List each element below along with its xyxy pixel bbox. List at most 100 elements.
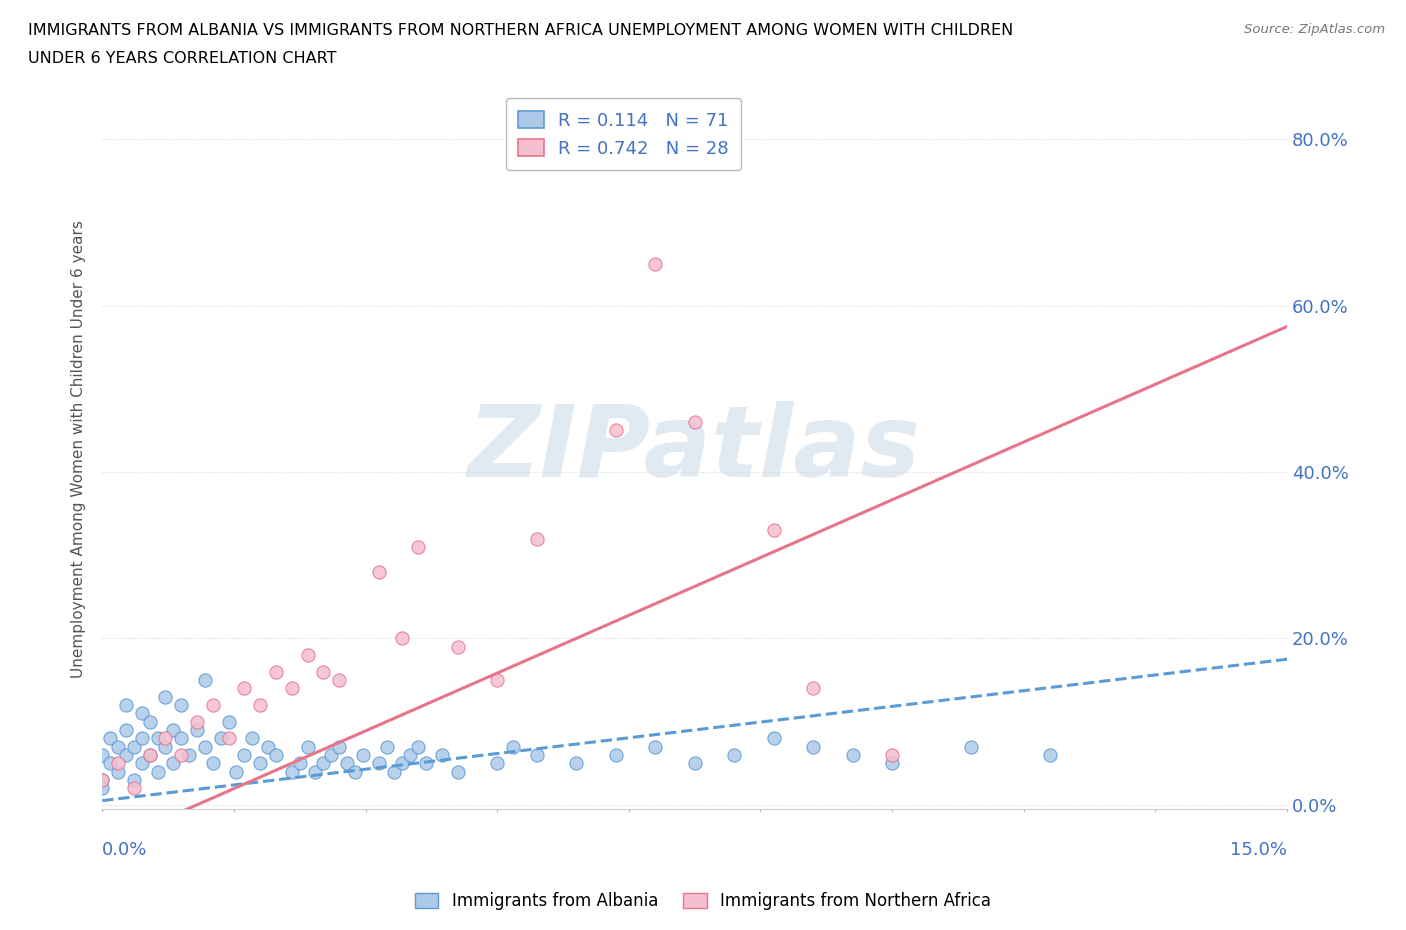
Point — [257, 739, 280, 754]
Point — [605, 423, 627, 438]
Point — [1039, 748, 1062, 763]
Point — [486, 756, 509, 771]
Point — [391, 631, 413, 645]
Point — [194, 672, 217, 687]
Point — [882, 756, 904, 771]
Point — [98, 756, 121, 771]
Point — [297, 647, 319, 662]
Point — [565, 756, 588, 771]
Point — [91, 773, 114, 788]
Point — [723, 748, 745, 763]
Point — [194, 739, 217, 754]
Point — [415, 756, 437, 771]
Point — [115, 748, 138, 763]
Point — [155, 689, 177, 704]
Point — [201, 756, 224, 771]
Point — [131, 756, 153, 771]
Point — [155, 739, 177, 754]
Point — [146, 731, 169, 746]
Point — [486, 672, 509, 687]
Point — [367, 565, 389, 579]
Point — [122, 739, 145, 754]
Point — [406, 539, 429, 554]
Point — [107, 756, 129, 771]
Point — [281, 681, 304, 696]
Point — [209, 731, 232, 746]
Point — [312, 664, 335, 679]
Point — [138, 748, 160, 763]
Point — [683, 415, 706, 430]
Point — [281, 764, 304, 779]
Point — [162, 756, 184, 771]
Point — [304, 764, 326, 779]
Text: UNDER 6 YEARS CORRELATION CHART: UNDER 6 YEARS CORRELATION CHART — [28, 51, 336, 66]
Text: ZIPatlas: ZIPatlas — [468, 401, 921, 498]
Text: 15.0%: 15.0% — [1230, 842, 1286, 859]
Point — [177, 748, 200, 763]
Point — [391, 756, 413, 771]
Legend: R = 0.114   N = 71, R = 0.742   N = 28: R = 0.114 N = 71, R = 0.742 N = 28 — [506, 99, 741, 170]
Point — [762, 523, 785, 538]
Point — [186, 723, 208, 737]
Point — [801, 739, 824, 754]
Point — [218, 714, 240, 729]
Point — [170, 698, 193, 712]
Point — [447, 639, 470, 654]
Point — [107, 764, 129, 779]
Point — [98, 731, 121, 746]
Point — [526, 748, 548, 763]
Point — [122, 773, 145, 788]
Point — [343, 764, 366, 779]
Point — [960, 739, 983, 754]
Point — [264, 748, 287, 763]
Point — [644, 739, 666, 754]
Point — [605, 748, 627, 763]
Point — [352, 748, 374, 763]
Point — [526, 531, 548, 546]
Point — [321, 748, 343, 763]
Point — [683, 756, 706, 771]
Point — [170, 731, 193, 746]
Point — [218, 731, 240, 746]
Point — [288, 756, 311, 771]
Point — [131, 706, 153, 721]
Point — [384, 764, 406, 779]
Point — [328, 672, 350, 687]
Point — [882, 748, 904, 763]
Point — [240, 731, 263, 746]
Point — [91, 781, 114, 796]
Point — [201, 698, 224, 712]
Point — [162, 723, 184, 737]
Point — [170, 748, 193, 763]
Point — [447, 764, 470, 779]
Point — [430, 748, 453, 763]
Point — [249, 698, 271, 712]
Point — [115, 723, 138, 737]
Legend: Immigrants from Albania, Immigrants from Northern Africa: Immigrants from Albania, Immigrants from… — [409, 885, 997, 917]
Point — [502, 739, 524, 754]
Point — [297, 739, 319, 754]
Point — [336, 756, 359, 771]
Point — [138, 714, 160, 729]
Point — [233, 681, 256, 696]
Point — [264, 664, 287, 679]
Point — [155, 731, 177, 746]
Point — [328, 739, 350, 754]
Point — [107, 739, 129, 754]
Point — [375, 739, 398, 754]
Point — [249, 756, 271, 771]
Point — [312, 756, 335, 771]
Text: Source: ZipAtlas.com: Source: ZipAtlas.com — [1244, 23, 1385, 36]
Point — [91, 748, 114, 763]
Point — [233, 748, 256, 763]
Point — [801, 681, 824, 696]
Point — [131, 731, 153, 746]
Point — [146, 764, 169, 779]
Point — [225, 764, 247, 779]
Point — [399, 748, 422, 763]
Point — [115, 698, 138, 712]
Y-axis label: Unemployment Among Women with Children Under 6 years: Unemployment Among Women with Children U… — [72, 220, 86, 678]
Point — [644, 257, 666, 272]
Point — [91, 773, 114, 788]
Text: IMMIGRANTS FROM ALBANIA VS IMMIGRANTS FROM NORTHERN AFRICA UNEMPLOYMENT AMONG WO: IMMIGRANTS FROM ALBANIA VS IMMIGRANTS FR… — [28, 23, 1014, 38]
